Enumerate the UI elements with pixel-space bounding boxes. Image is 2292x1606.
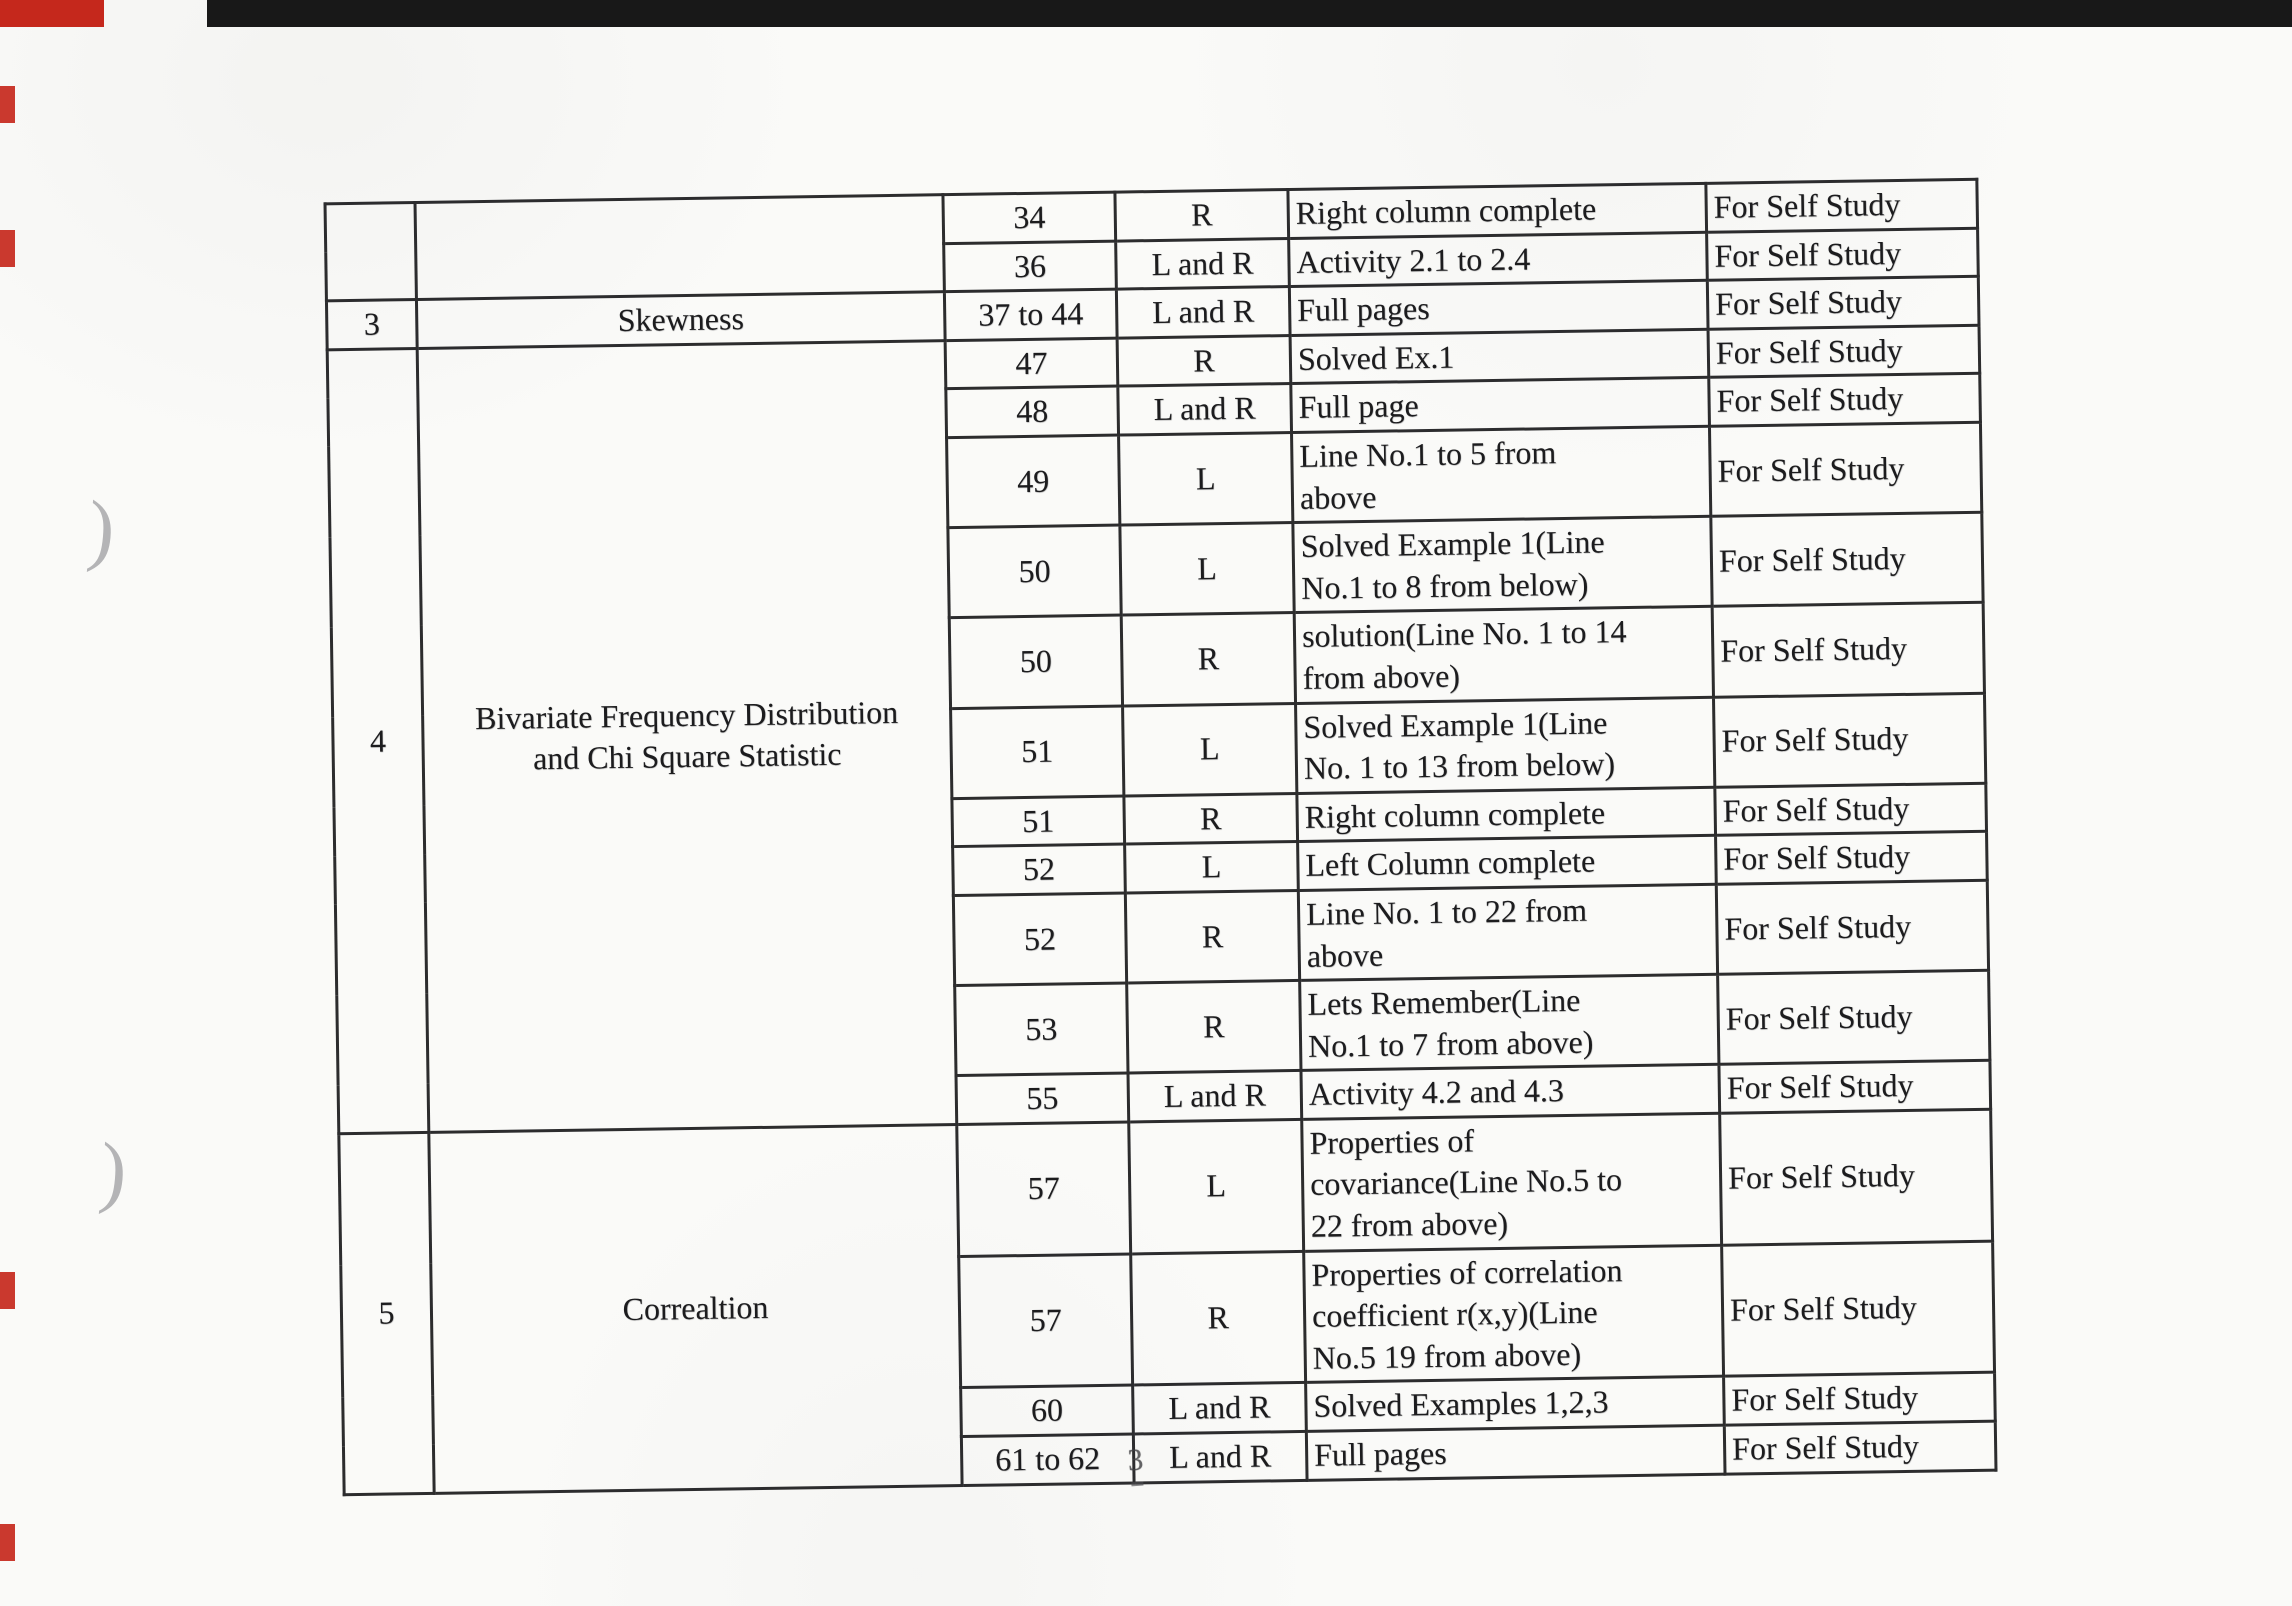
page-no-cell: 60 — [960, 1385, 1134, 1437]
remark-cell: For Self Study — [1708, 325, 1980, 378]
side-cell: L and R — [1115, 238, 1290, 290]
page-no-cell: 53 — [954, 983, 1129, 1076]
red-edge-mark — [0, 1272, 15, 1309]
side-cell: L — [1124, 841, 1299, 893]
page-no-cell: 57 — [958, 1253, 1133, 1388]
side-cell: R — [1130, 1251, 1306, 1386]
remark-cell: For Self Study — [1721, 1240, 1995, 1377]
red-edge-mark — [0, 86, 15, 123]
page-no-cell: 50 — [949, 615, 1123, 709]
remark-cell: For Self Study — [1713, 692, 1986, 787]
portion-cell: Properties of correlation coefficient r(… — [1303, 1244, 1724, 1383]
remark-cell: For Self Study — [1716, 880, 1989, 975]
side-cell: R — [1121, 612, 1296, 706]
remark-cell: For Self Study — [1714, 782, 1987, 836]
red-edge-mark — [0, 1524, 15, 1561]
syllabus-table-body: 34 R Right column complete For Self Study 36… — [325, 179, 1996, 1495]
portion-cell: Solved Ex.1 — [1290, 329, 1709, 384]
page-no-cell: 47 — [945, 337, 1118, 390]
remark-cell: For Self Study — [1717, 970, 1990, 1065]
page-no-cell: 34 — [942, 192, 1116, 244]
side-cell: L and R — [1132, 1382, 1307, 1434]
page-no-cell: 50 — [947, 525, 1122, 618]
portion-cell: Line No.1 to 5 from above — [1291, 426, 1711, 523]
portion-cell: Full pages — [1306, 1425, 1726, 1481]
portion-cell: Activity 2.1 to 2.4 — [1288, 231, 1708, 287]
remark-cell: For Self Study — [1723, 1372, 1996, 1426]
portion-cell: Right column complete — [1287, 183, 1707, 239]
scanner-edge-bar — [207, 0, 2292, 27]
remark-cell: For Self Study — [1719, 1109, 1993, 1245]
page-no-cell: 49 — [946, 435, 1120, 528]
syllabus-table: 34 R Right column complete For Self Study 36… — [323, 178, 1997, 1496]
side-cell: R — [1117, 335, 1291, 387]
portion-cell: Lets Remember(Line No.1 to 7 from above) — [1299, 974, 1719, 1071]
topic-cell: Skewness — [416, 291, 946, 349]
page-no-cell: 52 — [953, 892, 1127, 986]
portion-cell: Solved Example 1(Line No.1 to 8 from bel… — [1292, 516, 1713, 613]
page-no-cell: 51 — [951, 795, 1125, 847]
portion-cell: Activity 4.2 and 4.3 — [1300, 1064, 1720, 1120]
page-no-cell: 52 — [952, 844, 1126, 896]
portion-cell: solution(Line No. 1 to 14 from above) — [1294, 606, 1714, 704]
remark-cell: For Self Study — [1707, 276, 1979, 330]
portion-cell: Left Column complete — [1297, 835, 1717, 891]
portion-cell: Right column complete — [1296, 786, 1716, 842]
scan-paren-artifact: ) — [96, 1127, 131, 1217]
side-cell: L — [1128, 1119, 1304, 1254]
remark-cell: For Self Study — [1708, 373, 1981, 427]
remark-cell: For Self Study — [1709, 422, 1982, 517]
red-edge-bar — [0, 0, 104, 27]
remark-cell: For Self Study — [1705, 179, 1978, 232]
table-row: 5 Correaltion 57 L Properties of covariance(… — [338, 1109, 1993, 1495]
side-cell: L — [1122, 703, 1297, 796]
topic-cell — [415, 194, 945, 300]
topic-cell: Correaltion — [428, 1124, 963, 1493]
side-cell: L and R — [1117, 383, 1292, 436]
remark-cell: For Self Study — [1706, 227, 1979, 281]
remark-cell: For Self Study — [1712, 602, 1985, 697]
page-no-cell: 61 to 62 — [961, 1433, 1135, 1486]
portion-cell: Solved Examples 1,2,3 — [1305, 1376, 1725, 1432]
portion-cell: Properties of covariance(Line No.5 to 22… — [1301, 1113, 1722, 1252]
sr-no-cell: 4 — [327, 348, 429, 1134]
remark-cell: For Self Study — [1724, 1421, 1996, 1474]
page-no-cell: 51 — [950, 705, 1124, 799]
side-cell: L and R — [1133, 1431, 1308, 1483]
remark-cell: For Self Study — [1718, 1060, 1991, 1114]
portion-cell: Full page — [1290, 377, 1710, 433]
sr-no-cell: 3 — [326, 299, 418, 350]
sr-no-cell: 5 — [338, 1132, 435, 1495]
side-cell: R — [1126, 980, 1301, 1074]
portion-cell: Line No. 1 to 22 from above — [1298, 884, 1718, 981]
sr-no-cell — [325, 202, 417, 302]
remark-cell: For Self Study — [1715, 831, 1988, 885]
red-edge-mark — [0, 230, 15, 267]
side-cell: R — [1123, 793, 1298, 845]
topic-cell: Bivariate Frequency Distribution and Chi… — [417, 340, 957, 1133]
portion-cell: Solved Example 1(Line No. 1 to 13 from b… — [1295, 696, 1715, 794]
portion-cell: Full pages — [1289, 280, 1709, 336]
page-no-cell: 36 — [943, 240, 1117, 292]
page-no-cell: 57 — [956, 1121, 1131, 1257]
side-cell: R — [1125, 890, 1300, 984]
side-cell: R — [1114, 189, 1289, 241]
page-no-cell: 55 — [956, 1073, 1129, 1125]
scan-paren-artifact: ) — [84, 485, 119, 575]
remark-cell: For Self Study — [1710, 512, 1984, 607]
side-cell: L and R — [1116, 286, 1291, 338]
side-cell: L — [1119, 522, 1295, 616]
page-no-cell: 37 to 44 — [944, 289, 1118, 341]
side-cell: L and R — [1128, 1070, 1302, 1122]
page-number: 3 — [1126, 1442, 1145, 1487]
page-no-cell: 48 — [945, 386, 1119, 438]
side-cell: L — [1118, 432, 1293, 526]
